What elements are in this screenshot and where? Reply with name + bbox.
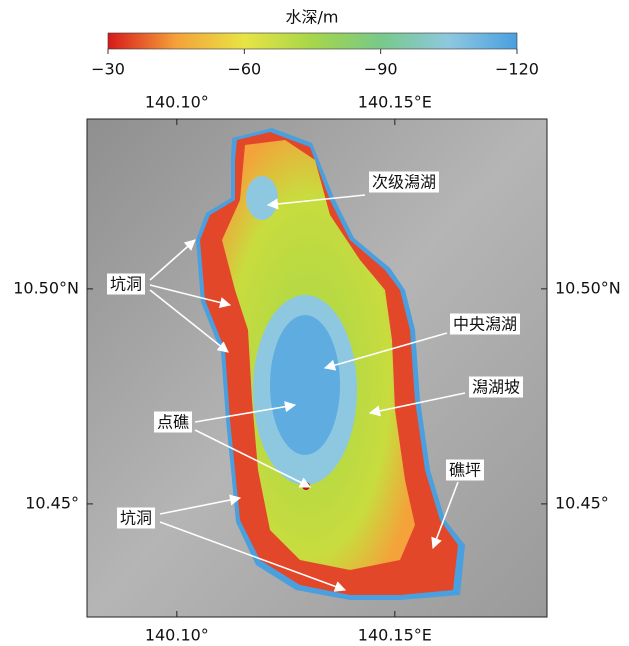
annotation-label: 点礁 <box>157 413 189 432</box>
annotation: 坑洞 <box>117 508 155 529</box>
annotation-label: 中央潟湖 <box>453 315 517 334</box>
central-lagoon-deep <box>270 315 340 455</box>
annotation-label: 潟湖坡 <box>472 378 520 397</box>
annotation-label: 坑洞 <box>120 509 152 528</box>
annotation: 中央潟湖 <box>450 314 520 335</box>
colorbar-tick-label: −120 <box>495 60 539 79</box>
map-figure: 水深/m −30 −60 −90 −120 140.10° 140.10° 140.15°E… <box>0 0 629 646</box>
annotation-label: 坑洞 <box>110 275 142 294</box>
lon-tick-label: 140.15°E <box>358 626 432 645</box>
annotation-label: 次级潟湖 <box>372 173 436 192</box>
lat-tick-label: 10.50°N <box>13 278 79 297</box>
annotation-label: 礁坪 <box>449 461 481 480</box>
annotation: 潟湖坡 <box>469 377 523 398</box>
colorbar-tick-label: −30 <box>91 60 125 79</box>
lat-tick-label: 10.45° <box>25 493 79 512</box>
annotation: 坑洞 <box>107 274 145 295</box>
sub-lagoon <box>246 176 278 220</box>
colorbar <box>108 33 517 49</box>
colorbar-tick-label: −60 <box>227 60 261 79</box>
lat-tick-label: 10.50°N <box>555 278 621 297</box>
colorbar-tick-label: −90 <box>364 60 398 79</box>
lon-tick-label: 140.15°E <box>358 93 432 112</box>
lon-tick-label: 140.10° <box>145 93 209 112</box>
map <box>87 119 547 617</box>
annotation: 次级潟湖 <box>369 172 439 193</box>
colorbar-title: 水深/m <box>286 8 339 27</box>
annotation: 点礁 <box>154 412 192 433</box>
annotation: 礁坪 <box>446 460 484 481</box>
lon-tick-label: 140.10° <box>145 626 209 645</box>
lat-tick-label: 10.45° <box>555 493 609 512</box>
